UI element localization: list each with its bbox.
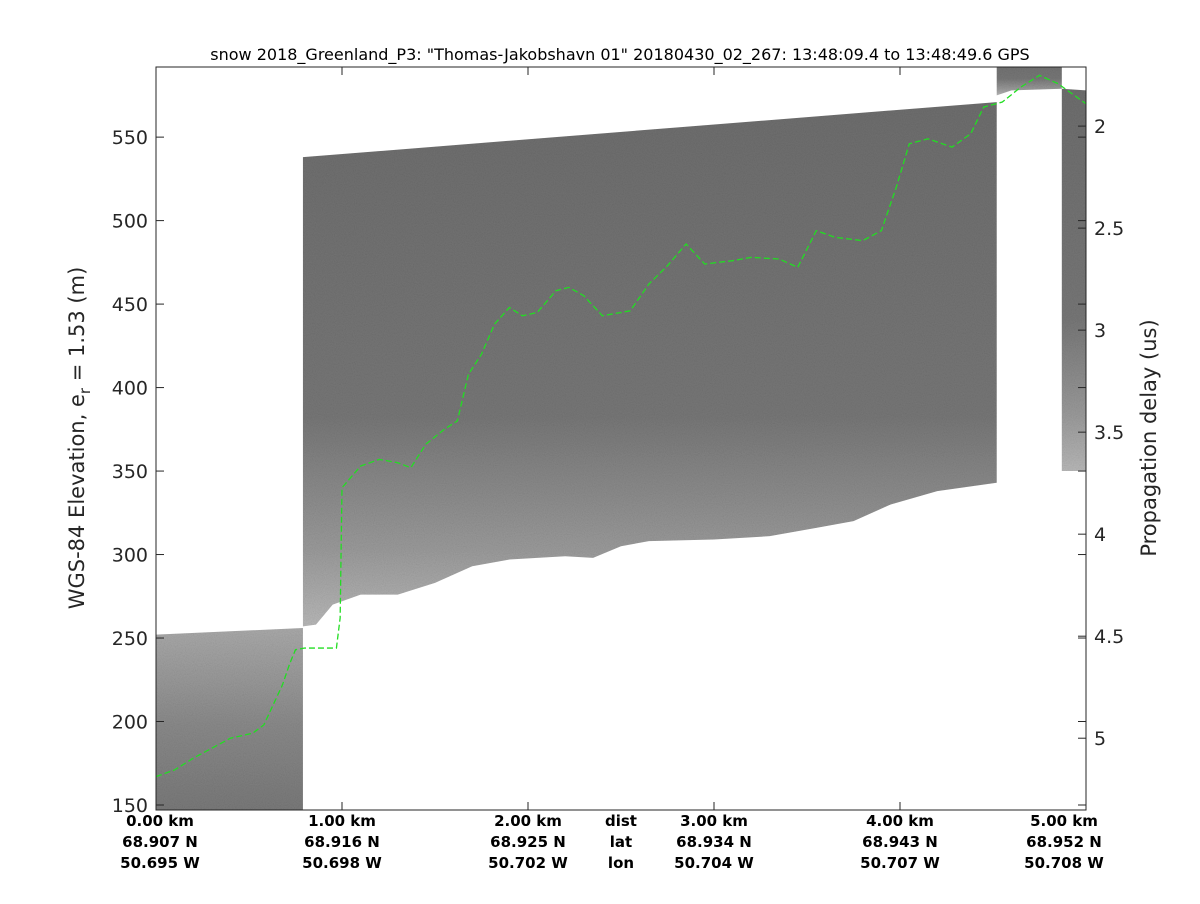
y2-tick-label: 4 <box>1094 524 1106 546</box>
echogram-block <box>156 628 303 810</box>
y-axis-left: 150 200 250 300 350 400 450 500 550 <box>112 127 1086 817</box>
x-tick-dist: 2.00 km <box>494 812 562 830</box>
x-tick-dist: 0.00 km <box>126 812 194 830</box>
y-tick-label: 350 <box>112 461 148 483</box>
x-tick-dist: 1.00 km <box>308 812 376 830</box>
y2-tick-label: 4.5 <box>1094 626 1124 648</box>
y-tick-label: 450 <box>112 294 148 316</box>
x-tick-dist: 4.00 km <box>866 812 934 830</box>
y2-tick-label: 2.5 <box>1094 218 1124 240</box>
x-row-label: lat <box>610 833 632 851</box>
y-axis-right: 2 2.5 3 3.5 4 4.5 5 <box>1078 116 1124 750</box>
y2-tick-label: 3 <box>1094 320 1106 342</box>
x-tick-lat: 68.934 N <box>676 833 752 851</box>
x-tick-lon: 50.702 W <box>488 854 568 872</box>
x-tick-lon: 50.708 W <box>1024 854 1104 872</box>
y-tick-label: 200 <box>112 712 148 734</box>
y-tick-label: 250 <box>112 628 148 650</box>
echogram-block <box>302 102 997 627</box>
x-tick-lat: 68.925 N <box>490 833 566 851</box>
x-tick-lon: 50.698 W <box>302 854 382 872</box>
x-tick-lon: 50.704 W <box>674 854 754 872</box>
surface-pick-layer <box>156 74 1086 778</box>
x-tick-dist: 5.00 km <box>1030 812 1098 830</box>
echogram-image <box>156 67 1086 810</box>
x-row-label: dist <box>605 812 637 830</box>
y2-tick-label: 3.5 <box>1094 422 1124 444</box>
x-axis: 0.00 km 68.907 N 50.695 W 1.00 km 68.916 N 50… <box>120 67 1104 872</box>
x-tick-lat: 68.916 N <box>304 833 380 851</box>
y2-tick-label: 5 <box>1094 728 1106 750</box>
chart-title: snow 2018_Greenland_P3: "Thomas-Jakobsha… <box>210 45 1029 65</box>
x-tick-dist: 3.00 km <box>680 812 748 830</box>
y-tick-label: 150 <box>112 795 148 817</box>
x-tick-lat: 68.952 N <box>1026 833 1102 851</box>
y-tick-label: 550 <box>112 127 148 149</box>
x-tick-lon: 50.695 W <box>120 854 200 872</box>
x-tick-lon: 50.707 W <box>860 854 940 872</box>
y-axis-label: WGS-84 Elevation, er = 1.53 (m) <box>65 267 94 610</box>
y-tick-label: 400 <box>112 378 148 400</box>
y-tick-label: 500 <box>112 211 148 233</box>
x-tick-lat: 68.907 N <box>122 833 198 851</box>
x-row-label: lon <box>608 854 634 872</box>
x-tick-lat: 68.943 N <box>862 833 938 851</box>
surface-pick-line <box>156 74 1086 778</box>
plot-frame <box>155 66 1087 811</box>
y2-axis-label: Propagation delay (us) <box>1137 319 1161 556</box>
echogram-block <box>1061 88 1086 472</box>
y2-tick-label: 2 <box>1094 116 1106 138</box>
y-tick-label: 300 <box>112 545 148 567</box>
